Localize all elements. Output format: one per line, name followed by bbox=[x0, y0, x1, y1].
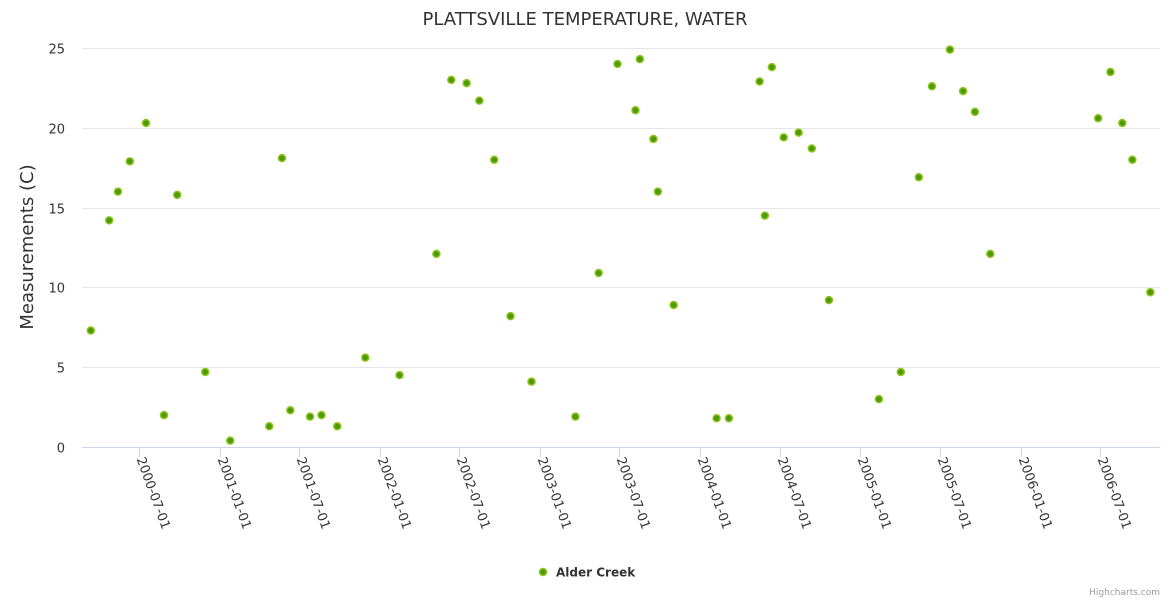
data-point[interactable] bbox=[113, 187, 123, 196]
data-point[interactable] bbox=[1128, 155, 1137, 164]
legend-item-alder-creek[interactable]: Alder Creek bbox=[556, 566, 636, 580]
y-tick-label: 0 bbox=[57, 442, 65, 457]
data-point[interactable] bbox=[490, 155, 499, 164]
data-point[interactable] bbox=[125, 157, 135, 166]
data-point[interactable] bbox=[305, 412, 315, 421]
data-point[interactable] bbox=[613, 59, 622, 69]
data-point[interactable] bbox=[958, 86, 968, 96]
data-point[interactable] bbox=[945, 45, 955, 54]
x-tick-label: 2000-07-01 bbox=[133, 455, 173, 531]
data-point[interactable] bbox=[332, 422, 342, 431]
data-point[interactable] bbox=[475, 96, 484, 105]
data-point[interactable] bbox=[571, 412, 580, 421]
data-point[interactable] bbox=[874, 394, 884, 404]
gridlines bbox=[82, 48, 1160, 368]
credits-link[interactable]: Highcharts.com bbox=[1089, 588, 1160, 598]
data-point[interactable] bbox=[159, 410, 169, 420]
data-point[interactable] bbox=[1093, 113, 1103, 123]
x-tick-label: 2002-07-01 bbox=[453, 455, 493, 531]
data-point[interactable] bbox=[286, 406, 295, 415]
data-point[interactable] bbox=[807, 144, 817, 153]
legend[interactable]: Alder Creek bbox=[538, 566, 637, 580]
data-point[interactable] bbox=[265, 422, 274, 431]
x-tick-label: 2004-01-01 bbox=[694, 455, 734, 531]
data-point[interactable] bbox=[927, 82, 937, 91]
y-tick-label: 5 bbox=[57, 362, 65, 377]
x-tick-label: 2005-07-01 bbox=[934, 455, 974, 531]
data-point[interactable] bbox=[447, 75, 456, 85]
legend-marker bbox=[538, 567, 548, 577]
data-point[interactable] bbox=[527, 377, 536, 386]
data-point[interactable] bbox=[914, 173, 924, 182]
data-point[interactable] bbox=[594, 268, 603, 278]
data-point[interactable] bbox=[1106, 67, 1115, 77]
data-point[interactable] bbox=[653, 187, 663, 196]
data-point[interactable] bbox=[631, 105, 640, 115]
data-point[interactable] bbox=[225, 436, 235, 445]
x-tick-label: 2001-01-01 bbox=[214, 455, 254, 531]
data-point[interactable] bbox=[361, 353, 370, 362]
data-point[interactable] bbox=[395, 370, 404, 380]
data-point[interactable] bbox=[172, 190, 182, 200]
data-point[interactable] bbox=[432, 249, 441, 259]
data-point[interactable] bbox=[794, 128, 803, 137]
data-point[interactable] bbox=[141, 118, 151, 128]
data-point[interactable] bbox=[462, 78, 471, 88]
data-point[interactable] bbox=[970, 107, 980, 117]
data-point[interactable] bbox=[986, 249, 995, 259]
data-point[interactable] bbox=[317, 410, 326, 420]
data-point[interactable] bbox=[649, 134, 658, 144]
y-tick-label: 25 bbox=[48, 43, 65, 58]
data-point[interactable] bbox=[86, 326, 96, 335]
data-point[interactable] bbox=[712, 414, 721, 423]
data-point[interactable] bbox=[760, 211, 770, 220]
data-point[interactable] bbox=[635, 54, 645, 64]
data-point[interactable] bbox=[755, 77, 764, 86]
data-point[interactable] bbox=[824, 295, 834, 305]
data-point[interactable] bbox=[767, 62, 777, 72]
x-tick-labels: 2000-07-01 2001-01-01 2001-07-01 2002-01-01… bbox=[133, 447, 1134, 531]
y-tick-labels: 0 5 10 15 20 25 bbox=[48, 43, 65, 457]
x-tick-label: 2004-07-01 bbox=[774, 455, 814, 531]
data-point[interactable] bbox=[896, 367, 906, 377]
series-alder-creek[interactable] bbox=[86, 45, 1155, 445]
data-point[interactable] bbox=[104, 216, 114, 225]
data-point[interactable] bbox=[1118, 118, 1127, 128]
y-tick-label: 20 bbox=[48, 123, 65, 138]
data-point[interactable] bbox=[724, 414, 734, 423]
x-tick-label: 2001-07-01 bbox=[293, 455, 333, 531]
y-tick-label: 15 bbox=[48, 203, 65, 218]
x-tick-label: 2002-01-01 bbox=[374, 455, 414, 531]
y-tick-label: 10 bbox=[48, 282, 65, 297]
data-point[interactable] bbox=[277, 153, 287, 163]
y-axis-label: Measurements (C) bbox=[17, 164, 38, 329]
chart-title: PLATTSVILLE TEMPERATURE, WATER bbox=[422, 9, 747, 30]
data-point[interactable] bbox=[1146, 287, 1155, 297]
x-tick-label: 2006-07-01 bbox=[1094, 455, 1134, 531]
x-tick-label: 2003-07-01 bbox=[613, 455, 653, 531]
x-tick-label: 2005-01-01 bbox=[854, 455, 894, 531]
data-point[interactable] bbox=[779, 133, 788, 142]
x-tick-label: 2003-01-01 bbox=[534, 455, 574, 531]
data-point[interactable] bbox=[506, 311, 515, 321]
x-tick-label: 2006-01-01 bbox=[1015, 455, 1055, 531]
data-point[interactable] bbox=[669, 300, 678, 310]
data-point[interactable] bbox=[200, 367, 210, 377]
